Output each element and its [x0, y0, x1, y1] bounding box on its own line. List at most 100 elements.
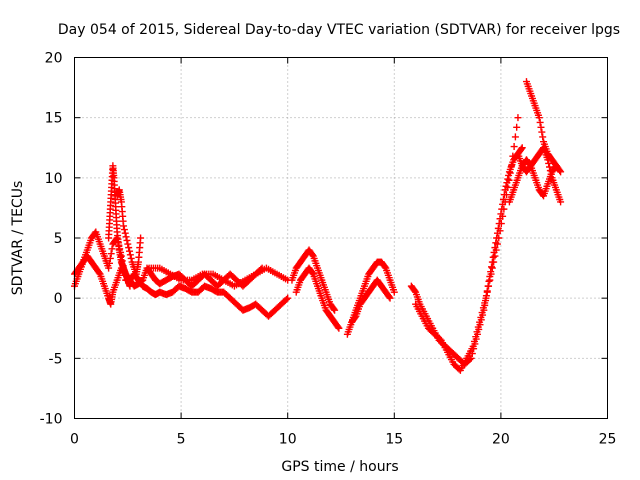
data-point: [544, 156, 552, 164]
plot-frame: [74, 57, 608, 419]
data-point: [536, 118, 544, 126]
data-point: [481, 299, 489, 307]
data-point: [105, 259, 113, 267]
data-point: [510, 143, 518, 151]
data-point: [504, 183, 512, 191]
x-axis-label: GPS time / hours: [281, 459, 398, 475]
x-tick-label: 5: [177, 432, 186, 448]
data-point: [537, 123, 545, 131]
data-point: [495, 234, 503, 242]
data-point: [500, 205, 508, 213]
data-points: [71, 78, 565, 374]
data-point: [556, 167, 564, 175]
data-point: [476, 318, 484, 326]
data-point: [284, 294, 292, 302]
data-point: [386, 294, 394, 302]
data-point: [506, 169, 514, 177]
x-tick-label: 0: [70, 432, 79, 448]
data-point: [538, 128, 546, 136]
data-point: [499, 212, 507, 220]
data-point: [504, 175, 512, 183]
series-arc-7: [292, 264, 343, 332]
data-point: [120, 222, 128, 230]
data-point: [282, 295, 290, 303]
data-point: [483, 288, 491, 296]
data-point: [331, 306, 339, 314]
data-point: [526, 161, 534, 169]
series-arc-4: [113, 186, 145, 278]
data-point: [511, 133, 519, 141]
data-point: [308, 251, 316, 259]
data-point: [473, 328, 481, 336]
series-arc-9: [348, 276, 394, 326]
x-tick-label: 15: [385, 432, 403, 448]
data-point: [106, 254, 114, 262]
data-point: [478, 309, 486, 317]
y-tick-label: 0: [54, 291, 63, 307]
x-tick-label: 20: [492, 432, 510, 448]
series-arc-6: [288, 246, 339, 314]
series-arc-11: [412, 114, 522, 374]
data-point: [334, 323, 342, 331]
data-point: [123, 236, 131, 244]
series-arc-2: [71, 252, 266, 308]
y-tick-label: 20: [45, 51, 63, 67]
data-point: [479, 304, 487, 312]
data-point: [125, 244, 133, 252]
axes: 0 5 10 15 20 25 -10 -5 0 5 10 15 20: [40, 51, 617, 448]
data-point: [472, 333, 480, 341]
data-point: [308, 269, 316, 277]
y-tick-label: -10: [40, 412, 63, 428]
data-point: [488, 264, 496, 272]
data-point: [126, 282, 134, 290]
data-point: [496, 227, 504, 235]
data-point: [491, 252, 499, 260]
series-arc-8: [343, 258, 398, 338]
data-point: [474, 323, 482, 331]
y-tick-label: 10: [45, 171, 63, 187]
data-point: [502, 182, 510, 190]
data-point: [411, 287, 419, 295]
series-arc-5: [145, 264, 292, 290]
data-point: [539, 133, 547, 141]
data-point: [137, 234, 145, 242]
data-point: [390, 288, 398, 296]
series-arc-3: [105, 162, 134, 290]
data-point: [497, 220, 505, 228]
data-point: [436, 335, 444, 343]
y-tick-label: 15: [45, 111, 63, 127]
data-point: [122, 233, 130, 241]
data-point: [490, 258, 498, 266]
data-point: [482, 294, 490, 302]
data-point: [508, 162, 516, 170]
data-point: [477, 313, 485, 321]
data-point: [552, 162, 560, 170]
data-point: [330, 305, 338, 313]
data-point: [509, 152, 517, 160]
data-point: [518, 144, 526, 152]
data-point: [485, 282, 493, 290]
data-point: [469, 342, 477, 350]
data-point: [127, 254, 135, 262]
y-axis-label: SDTVAR / TECUs: [10, 181, 26, 296]
data-point: [335, 324, 343, 332]
data-point: [108, 245, 116, 253]
data-point: [470, 337, 478, 345]
data-point: [545, 159, 553, 167]
data-point: [385, 293, 393, 301]
x-tick-label: 25: [599, 432, 617, 448]
data-point: [487, 270, 495, 278]
grid-lines: [74, 57, 608, 419]
data-point: [517, 145, 525, 153]
data-point: [486, 276, 494, 284]
data-point: [488, 263, 496, 271]
data-point: [105, 264, 113, 272]
data-point: [514, 114, 522, 122]
data-point: [535, 114, 543, 122]
y-tick-label: 5: [54, 231, 63, 247]
data-point: [493, 240, 501, 248]
data-point: [557, 168, 565, 176]
y-tick-label: -5: [49, 351, 63, 367]
series-arc-14: [505, 156, 560, 206]
